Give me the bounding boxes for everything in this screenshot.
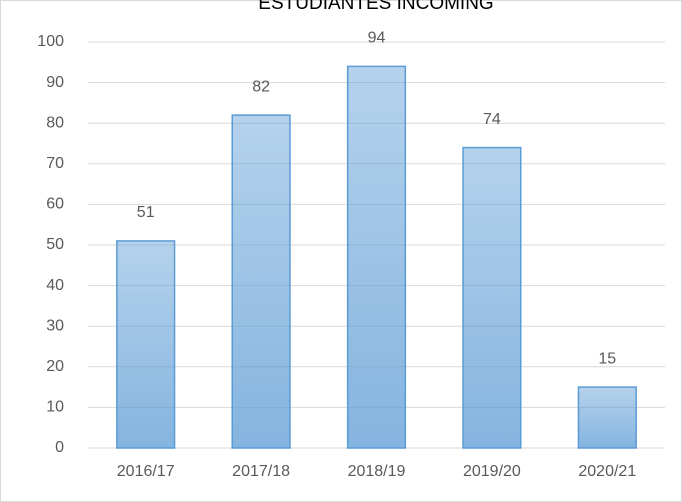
y-tick-label: 40 xyxy=(46,277,64,294)
y-tick-label: 60 xyxy=(46,196,64,213)
bar xyxy=(577,386,637,449)
bar xyxy=(462,146,522,449)
y-tick-label: 0 xyxy=(55,439,64,456)
x-tick-label: 2020/21 xyxy=(578,463,636,480)
bar xyxy=(231,114,291,449)
y-tick-label: 30 xyxy=(46,317,64,334)
y-tick-label: 80 xyxy=(46,114,64,131)
y-tick-label: 100 xyxy=(37,33,64,50)
data-label: 15 xyxy=(598,350,616,367)
bar xyxy=(116,240,176,449)
data-label: 82 xyxy=(252,78,270,95)
x-tick-label: 2019/20 xyxy=(463,463,521,480)
bar xyxy=(346,65,407,449)
y-tick-label: 10 xyxy=(46,399,64,416)
y-tick-label: 70 xyxy=(46,155,64,172)
x-tick-label: 2018/19 xyxy=(348,463,406,480)
y-tick-label: 20 xyxy=(46,358,64,375)
x-tick-label: 2016/17 xyxy=(117,463,175,480)
chart-title: ESTUDIANTES INCOMING xyxy=(258,0,493,14)
data-label: 94 xyxy=(368,30,386,47)
y-tick-label: 50 xyxy=(46,236,64,253)
data-label: 51 xyxy=(137,204,155,221)
data-label: 74 xyxy=(483,111,501,128)
y-tick-label: 90 xyxy=(46,74,64,91)
x-tick-label: 2017/18 xyxy=(232,463,290,480)
